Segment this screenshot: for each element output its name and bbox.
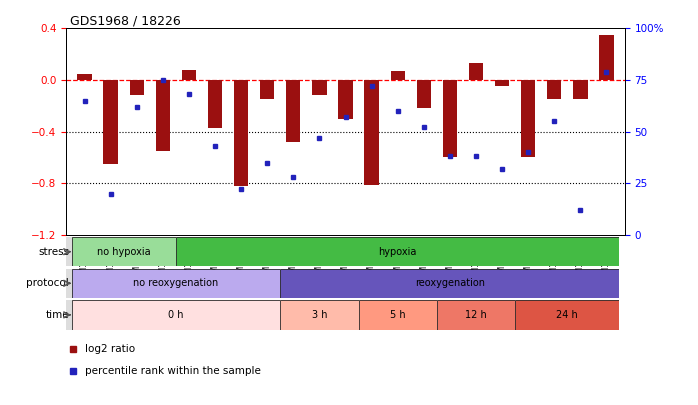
Bar — [573, 80, 588, 99]
Text: time: time — [45, 310, 69, 320]
Bar — [156, 80, 170, 151]
Text: GDS1968 / 18226: GDS1968 / 18226 — [70, 14, 181, 27]
Text: log2 ratio: log2 ratio — [84, 344, 135, 354]
Bar — [312, 80, 327, 96]
Bar — [495, 80, 510, 86]
Bar — [469, 63, 483, 80]
Text: no reoxygenation: no reoxygenation — [133, 278, 218, 288]
Bar — [234, 80, 248, 186]
Bar — [130, 80, 144, 96]
Text: stress: stress — [38, 247, 69, 257]
Text: protocol: protocol — [27, 278, 69, 288]
Text: percentile rank within the sample: percentile rank within the sample — [84, 366, 260, 376]
Bar — [181, 70, 196, 80]
Bar — [521, 80, 535, 158]
Text: 12 h: 12 h — [465, 310, 487, 320]
Bar — [103, 80, 118, 164]
Text: no hypoxia: no hypoxia — [97, 247, 151, 257]
Bar — [208, 80, 222, 128]
Text: 24 h: 24 h — [556, 310, 578, 320]
Bar — [260, 80, 274, 99]
Text: 3 h: 3 h — [312, 310, 327, 320]
Text: 0 h: 0 h — [168, 310, 184, 320]
Bar — [417, 80, 431, 109]
Bar — [286, 80, 301, 142]
Bar — [339, 80, 352, 119]
Bar — [600, 35, 614, 80]
Bar — [547, 80, 561, 99]
Text: hypoxia: hypoxia — [378, 247, 417, 257]
Bar — [77, 74, 91, 80]
Bar — [443, 80, 457, 158]
Text: reoxygenation: reoxygenation — [415, 278, 485, 288]
Text: 5 h: 5 h — [390, 310, 406, 320]
Bar — [364, 80, 379, 185]
Bar — [390, 71, 405, 80]
